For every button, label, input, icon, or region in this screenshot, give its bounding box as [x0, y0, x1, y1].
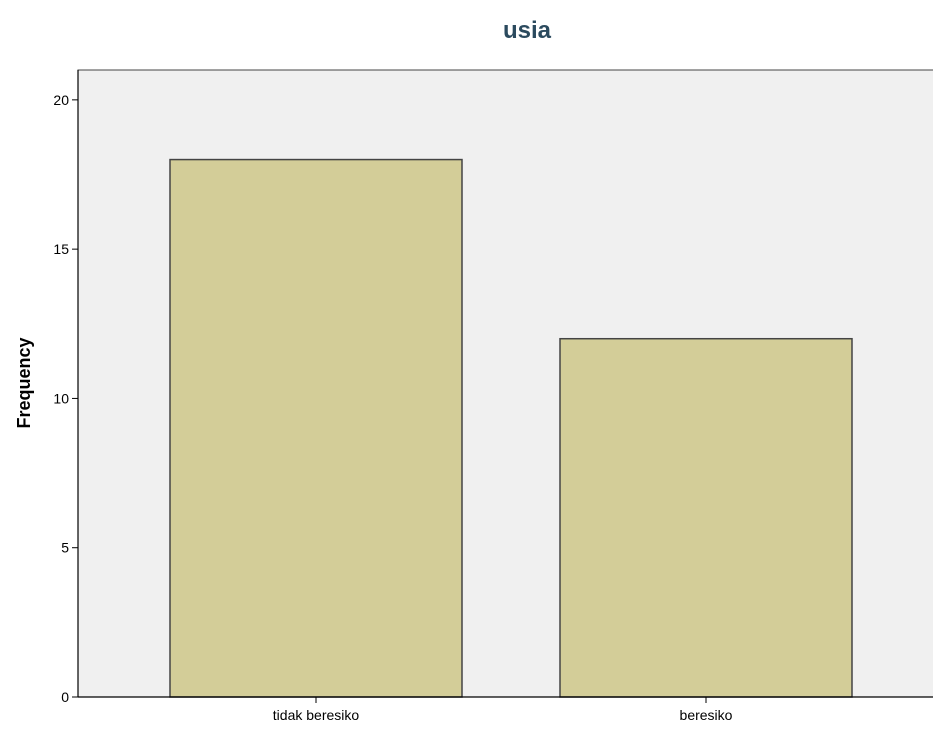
y-tick-label: 10 [53, 390, 69, 406]
x-ticks-layer: tidak beresiko beresiko [273, 697, 733, 723]
bar-tidak-beresiko [169, 158, 463, 698]
y-tick-label: 5 [61, 540, 69, 556]
chart-title: usia [503, 17, 552, 44]
y-tick-label: 20 [53, 92, 69, 108]
y-axis-label: Frequency [14, 337, 34, 428]
y-tick-label: 0 [61, 689, 69, 705]
y-ticks-layer: 0 5 10 15 20 [53, 92, 78, 705]
bar-beresiko [559, 337, 853, 698]
y-tick-label: 15 [53, 241, 69, 257]
x-tick-label: tidak beresiko [273, 707, 360, 723]
x-tick-label: beresiko [680, 707, 733, 723]
